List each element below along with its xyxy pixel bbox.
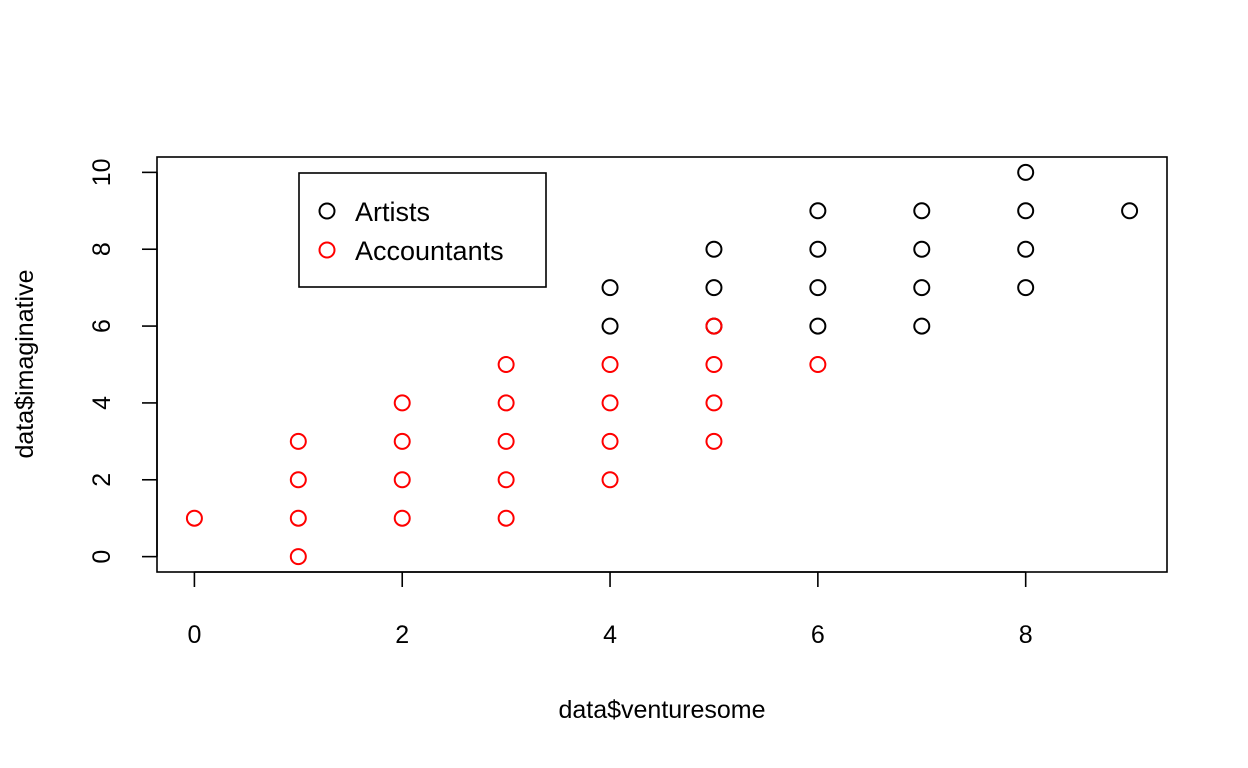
- x-tick-label: 0: [187, 621, 201, 649]
- data-point: [393, 471, 411, 489]
- x-tick-label: 2: [395, 621, 409, 649]
- x-tick-label: 8: [1019, 621, 1033, 649]
- data-point: [913, 317, 931, 335]
- legend-marker-accountants: [318, 241, 336, 259]
- x-axis: 0 2 4 6 8: [187, 571, 1033, 649]
- data-point: [1017, 279, 1035, 297]
- data-point: [809, 356, 827, 373]
- legend-marker-artists: [318, 202, 336, 220]
- legend-label-artists: Artists: [355, 197, 430, 227]
- data-point: [393, 509, 411, 527]
- legend: Artists Accountants: [298, 172, 547, 288]
- data-point: [393, 394, 411, 412]
- y-tick-label: 10: [88, 158, 116, 186]
- data-point: [913, 240, 931, 258]
- data-point: [601, 394, 619, 412]
- data-point: [185, 509, 203, 527]
- data-point: [601, 317, 619, 335]
- series-artists: [601, 163, 1139, 335]
- data-point: [1017, 163, 1035, 181]
- data-point: [497, 356, 515, 373]
- points-layer: [185, 163, 1139, 566]
- data-point: [705, 279, 723, 297]
- data-point: [1017, 240, 1035, 258]
- data-point: [601, 432, 619, 450]
- data-point: [497, 432, 515, 450]
- data-point: [809, 279, 827, 297]
- data-point: [809, 317, 827, 335]
- data-point: [705, 317, 723, 335]
- x-axis-title: data$venturesome: [558, 696, 765, 724]
- data-point: [1017, 202, 1035, 220]
- y-axis-title: data$imaginative: [11, 269, 39, 458]
- data-point: [289, 548, 307, 566]
- data-point: [601, 279, 619, 297]
- x-tick-label: 4: [603, 621, 617, 649]
- data-point: [497, 394, 515, 412]
- data-point: [913, 202, 931, 220]
- x-tick-label: 6: [811, 621, 825, 649]
- data-point: [705, 240, 723, 258]
- y-tick-label: 0: [88, 550, 116, 564]
- data-point: [289, 432, 307, 450]
- data-point: [289, 509, 307, 527]
- y-tick-label: 2: [88, 473, 116, 487]
- data-point: [601, 356, 619, 373]
- data-point: [1121, 202, 1139, 220]
- data-point: [913, 279, 931, 297]
- data-point: [705, 394, 723, 412]
- data-point: [497, 509, 515, 527]
- y-axis: 0 2 4 6 8 10: [88, 158, 158, 564]
- legend-label-accountants: Accountants: [355, 236, 504, 266]
- series-accountants: [185, 317, 827, 566]
- data-point: [809, 240, 827, 258]
- legend-box: [298, 172, 547, 288]
- data-point: [809, 202, 827, 220]
- data-point: [393, 432, 411, 450]
- data-point: [705, 356, 723, 373]
- data-point: [497, 471, 515, 489]
- y-tick-label: 4: [88, 396, 116, 410]
- y-tick-label: 8: [88, 242, 116, 256]
- y-tick-label: 6: [88, 319, 116, 333]
- data-point: [289, 471, 307, 489]
- data-point: [705, 432, 723, 450]
- data-point: [601, 471, 619, 489]
